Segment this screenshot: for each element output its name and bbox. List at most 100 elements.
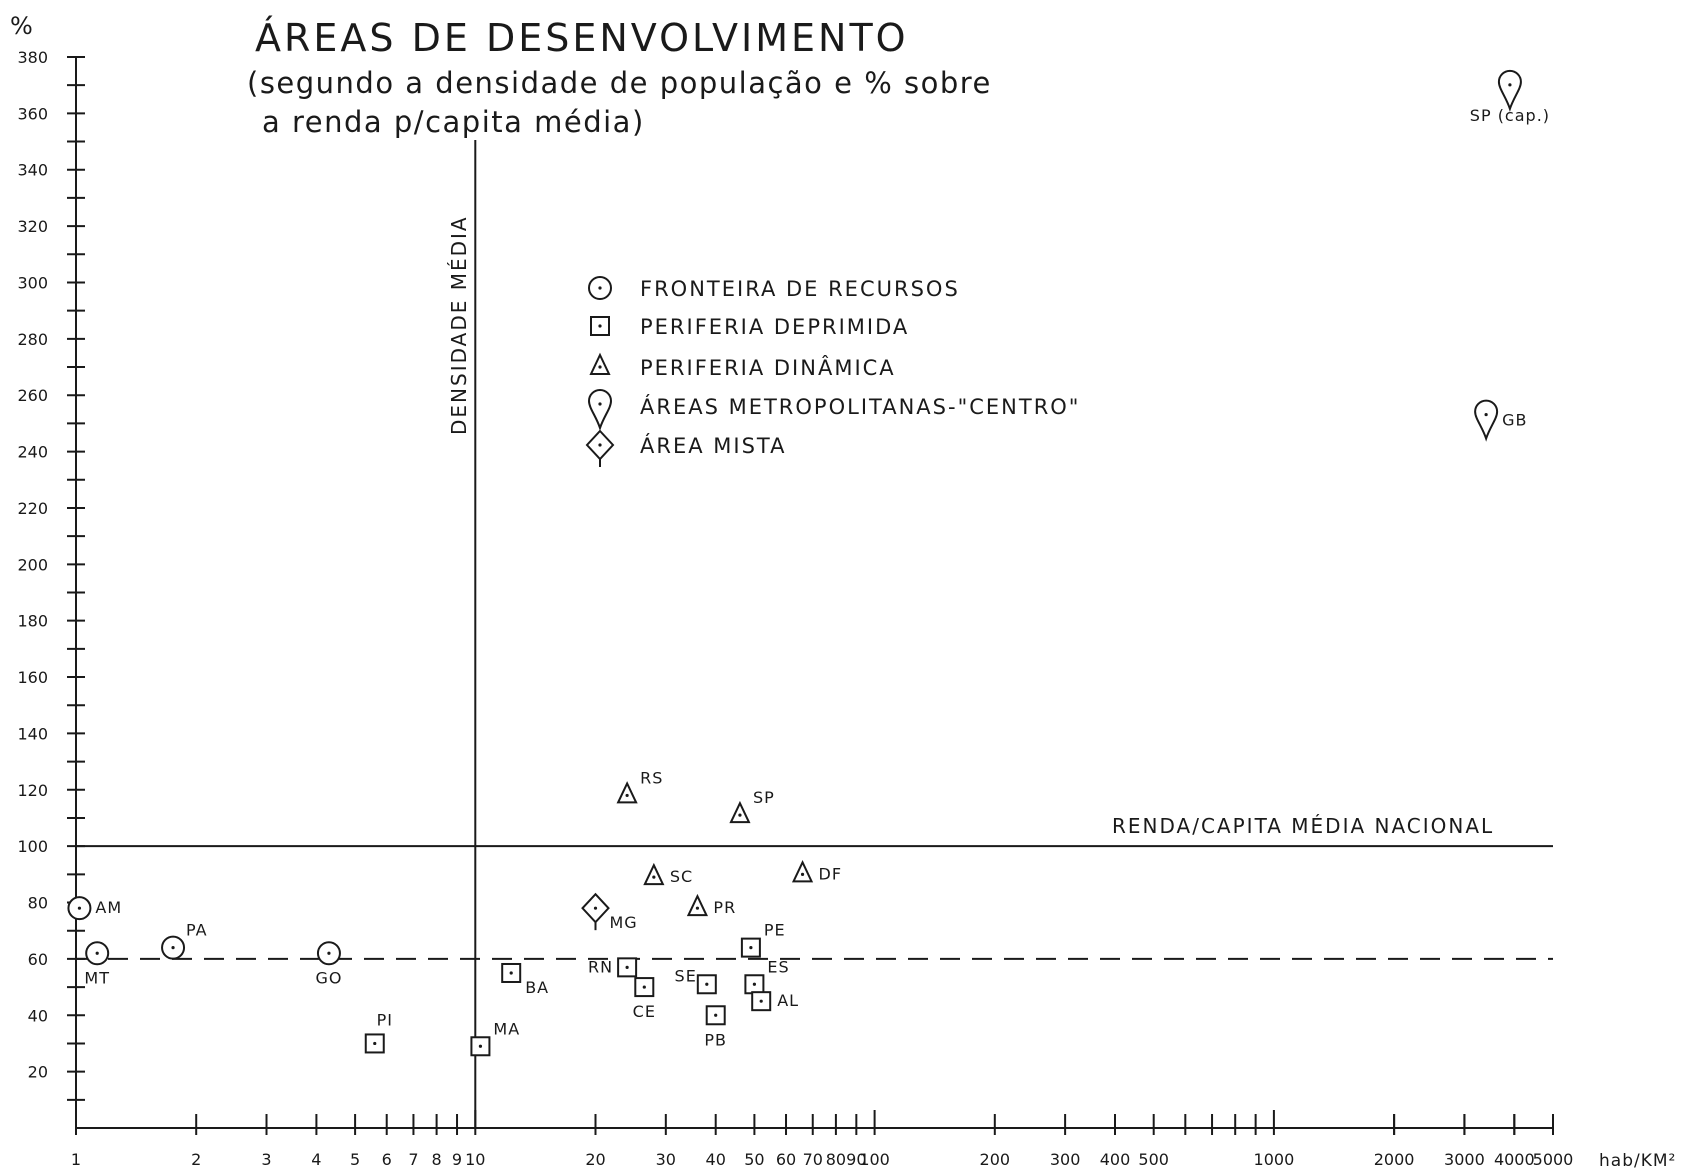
x-tick-label: 3000 — [1444, 1150, 1485, 1169]
legend-marker-square — [590, 316, 610, 336]
x-tick-label: 100 — [859, 1150, 890, 1169]
x-tick-label: 90 — [846, 1150, 866, 1169]
marker-outline — [791, 860, 814, 883]
legend-entry-label: ÁREAS METROPOLITANAS-"CENTRO" — [640, 394, 1080, 419]
point-label: PI — [377, 1010, 393, 1029]
x-tick-label: 2000 — [1374, 1150, 1415, 1169]
y-tick-label: 220 — [17, 499, 48, 518]
x-tick-label: 500 — [1138, 1150, 1169, 1169]
legend-entry-label: PERIFERIA DEPRIMIDA — [640, 315, 909, 339]
point-marker-square — [470, 1036, 491, 1057]
point-marker-triangle — [686, 893, 709, 917]
point-marker-square — [634, 977, 655, 998]
point-marker-triangle — [643, 862, 665, 886]
marker-center-dot — [752, 982, 756, 986]
marker-center-dot — [625, 965, 629, 969]
point-marker-drop — [1474, 399, 1499, 442]
marker-center-dot — [652, 875, 656, 879]
x-tick-label: 40 — [706, 1150, 726, 1169]
marker-center-dot — [95, 951, 99, 955]
x-tick-label: 5 — [350, 1150, 360, 1169]
marker-outline — [1497, 69, 1522, 112]
marker-center-dot — [1484, 412, 1488, 417]
point-marker-square — [696, 974, 717, 995]
marker-center-dot — [373, 1041, 377, 1046]
point-marker-circle — [316, 941, 341, 966]
x-tick-label: 3 — [261, 1150, 271, 1169]
y-tick-label: 200 — [17, 555, 48, 574]
marker-center-dot — [800, 872, 805, 876]
y-tick-label: 340 — [17, 161, 48, 180]
y-tick-label: 240 — [17, 443, 48, 462]
point-marker-square — [364, 1033, 385, 1054]
x-tick-label: 5000 — [1533, 1150, 1574, 1169]
x-tick-label: 1000 — [1254, 1150, 1295, 1169]
x-tick-label: 200 — [980, 1150, 1011, 1169]
marker-center-dot — [327, 951, 331, 955]
legend-marker-triangle — [589, 352, 611, 375]
y-tick-label: 60 — [28, 950, 48, 969]
marker-center-dot — [171, 946, 175, 950]
x-tick-label: 1 — [71, 1150, 81, 1169]
marker-center-dot — [705, 982, 709, 986]
x-tick-label: 10 — [465, 1150, 485, 1169]
legend-entry-label: PERIFERIA DINÂMICA — [640, 355, 896, 380]
x-axis-label: hab/KM² — [1599, 1151, 1676, 1170]
point-label: CE — [633, 1002, 656, 1021]
marker-center-dot — [749, 946, 753, 950]
point-marker-square — [740, 937, 761, 958]
point-label: MT — [84, 968, 110, 987]
point-marker-circle — [161, 935, 186, 960]
x-tick-label: 7 — [408, 1150, 418, 1169]
marker-center-dot — [598, 324, 602, 328]
marker-center-dot — [625, 793, 629, 798]
point-label: GO — [315, 968, 342, 987]
point-marker-square — [744, 974, 765, 995]
income-national-label: RENDA/CAPITA MÉDIA NACIONAL — [1112, 814, 1494, 838]
marker-center-dot — [598, 365, 602, 369]
marker-center-dot — [1508, 83, 1512, 87]
y-tick-label: 40 — [28, 1006, 48, 1025]
y-tick-label: 120 — [17, 781, 48, 800]
x-tick-label: 60 — [776, 1150, 796, 1169]
marker-outline — [686, 893, 709, 917]
marker-center-dot — [77, 906, 82, 910]
point-label: GB — [1502, 411, 1527, 430]
point-label: PA — [186, 921, 208, 940]
legend-marker-circle — [588, 276, 612, 300]
point-label: SP — [753, 788, 775, 807]
marker-center-dot — [593, 906, 598, 910]
point-label: DF — [819, 864, 843, 883]
point-marker-circle — [85, 941, 110, 966]
point-label: PE — [764, 921, 786, 940]
point-label: AM — [95, 898, 122, 917]
chart-title: ÁREAS DE DESENVOLVIMENTO — [255, 16, 909, 60]
legend-marker-diamond — [585, 429, 615, 467]
x-tick-label: 8 — [432, 1150, 442, 1169]
point-label: RN — [588, 957, 613, 976]
marker-outline — [643, 862, 665, 886]
marker-center-dot — [509, 971, 513, 975]
x-tick-label: 30 — [656, 1150, 676, 1169]
chart-subtitle-line-1: (segundo a densidade de população e % so… — [247, 66, 992, 100]
point-marker-circle — [67, 896, 92, 921]
marker-center-dot — [598, 402, 602, 406]
x-tick-label: 4 — [311, 1150, 321, 1169]
y-tick-label: 140 — [17, 724, 48, 743]
y-axis-label: % — [10, 12, 33, 40]
marker-center-dot — [695, 906, 700, 910]
x-tick-label: 80 — [826, 1150, 846, 1169]
marker-center-dot — [714, 1013, 718, 1017]
x-tick-label: 20 — [585, 1150, 605, 1169]
point-marker-diamond — [581, 892, 610, 931]
y-tick-label: 260 — [17, 386, 48, 405]
x-tick-label: 50 — [744, 1150, 764, 1169]
point-label: ES — [767, 957, 789, 976]
point-marker-drop — [1497, 69, 1522, 112]
point-label: MG — [610, 913, 638, 932]
point-marker-triangle — [616, 781, 638, 804]
x-tick-label: 9 — [452, 1150, 462, 1169]
y-tick-label: 180 — [17, 612, 48, 631]
point-label: RS — [640, 768, 663, 787]
